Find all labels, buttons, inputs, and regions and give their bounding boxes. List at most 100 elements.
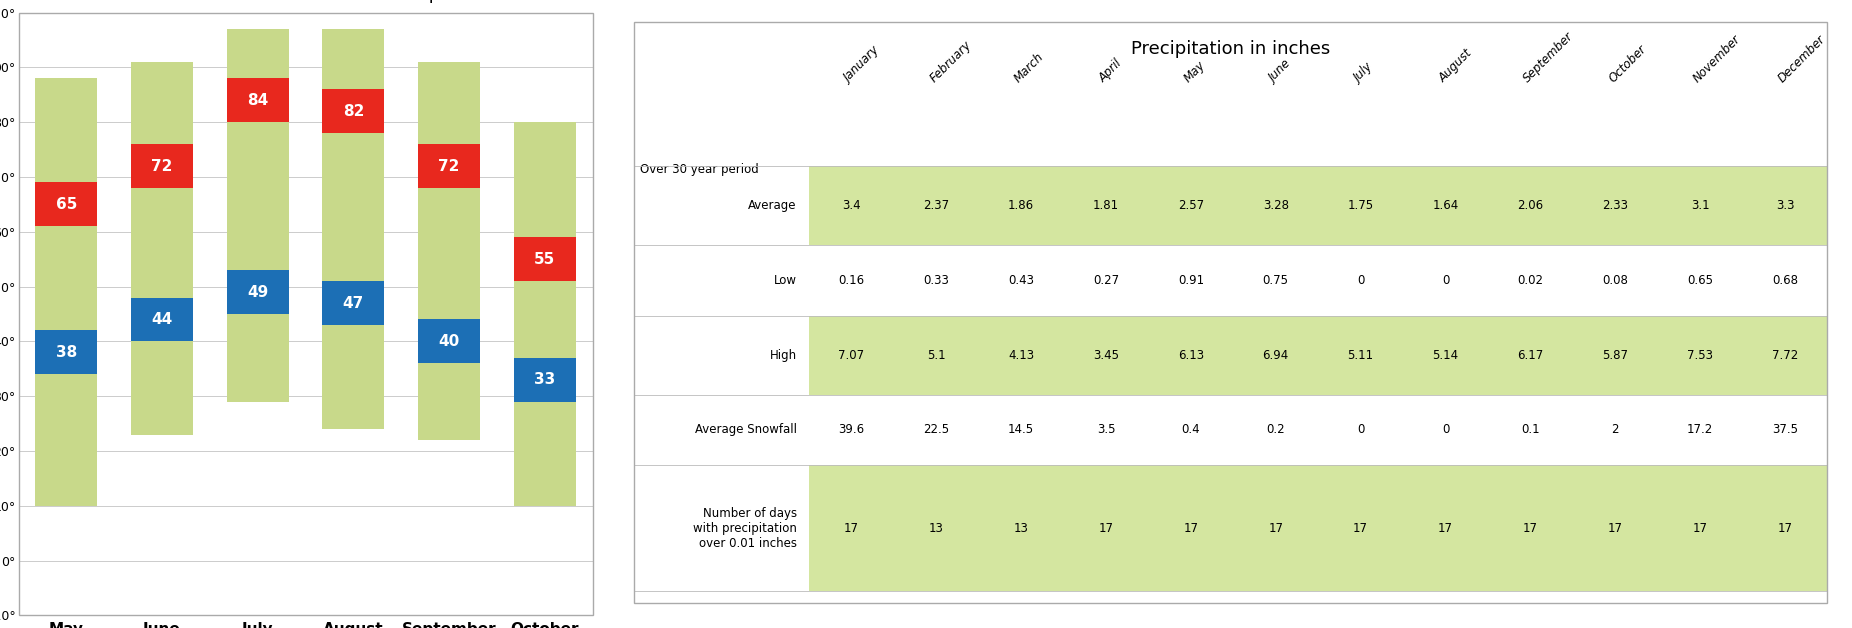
Text: June: June <box>1267 58 1295 85</box>
Text: Average Snowfall: Average Snowfall <box>694 423 796 436</box>
Text: 2.37: 2.37 <box>922 199 950 212</box>
Text: 0.75: 0.75 <box>1263 274 1289 287</box>
Text: 17: 17 <box>1269 522 1283 535</box>
Text: 3.45: 3.45 <box>1093 349 1119 362</box>
Text: Average: Average <box>748 199 796 212</box>
Text: 3.3: 3.3 <box>1776 199 1795 212</box>
Text: 55: 55 <box>533 252 556 267</box>
Text: 72: 72 <box>152 158 172 173</box>
Bar <box>809 465 1828 592</box>
Bar <box>809 166 1828 245</box>
Text: 17: 17 <box>1354 522 1369 535</box>
Text: 7.07: 7.07 <box>839 349 865 362</box>
Bar <box>35 330 98 374</box>
Text: November: November <box>1691 32 1743 85</box>
Text: 0.43: 0.43 <box>1007 274 1033 287</box>
Text: 0.91: 0.91 <box>1178 274 1204 287</box>
Text: December: December <box>1776 33 1828 85</box>
Text: High: High <box>770 349 796 362</box>
Text: 17: 17 <box>1437 522 1454 535</box>
Text: 37.5: 37.5 <box>1772 423 1798 436</box>
Text: Number of days
with precipitation
over 0.01 inches: Number of days with precipitation over 0… <box>693 507 796 550</box>
Text: Precipitation in inches: Precipitation in inches <box>1132 40 1330 58</box>
Text: 4.13: 4.13 <box>1007 349 1033 362</box>
Text: 49: 49 <box>246 284 269 300</box>
Text: 3.5: 3.5 <box>1096 423 1115 436</box>
Bar <box>322 29 385 429</box>
Text: 0.65: 0.65 <box>1687 274 1713 287</box>
Text: Temperatures in °F: Temperatures in °F <box>393 0 563 3</box>
Bar <box>35 183 98 226</box>
Bar <box>809 316 1828 394</box>
Text: 5.87: 5.87 <box>1602 349 1628 362</box>
Text: 3.1: 3.1 <box>1691 199 1709 212</box>
Text: 84: 84 <box>246 93 269 108</box>
Text: 17: 17 <box>1778 522 1793 535</box>
Text: August: August <box>1437 46 1474 85</box>
Text: 13: 13 <box>1013 522 1028 535</box>
Text: 17.2: 17.2 <box>1687 423 1713 436</box>
Text: 17: 17 <box>1693 522 1708 535</box>
Text: July: July <box>1352 61 1376 85</box>
Text: 22.5: 22.5 <box>922 423 950 436</box>
Text: 82: 82 <box>343 104 365 119</box>
Text: 0.02: 0.02 <box>1517 274 1543 287</box>
Text: 3.28: 3.28 <box>1263 199 1289 212</box>
Bar <box>419 320 480 364</box>
Text: October: October <box>1606 42 1648 85</box>
Text: 38: 38 <box>56 345 78 360</box>
Text: 47: 47 <box>343 296 365 310</box>
Text: 0: 0 <box>1358 274 1365 287</box>
Text: 7.72: 7.72 <box>1772 349 1798 362</box>
Text: 65: 65 <box>56 197 78 212</box>
Text: February: February <box>928 38 974 85</box>
Text: 0.08: 0.08 <box>1602 274 1628 287</box>
Text: 6.13: 6.13 <box>1178 349 1204 362</box>
Text: 0.4: 0.4 <box>1182 423 1200 436</box>
Text: 1.64: 1.64 <box>1432 199 1459 212</box>
Text: 0.1: 0.1 <box>1520 423 1539 436</box>
Text: 0.16: 0.16 <box>839 274 865 287</box>
Text: 6.17: 6.17 <box>1517 349 1543 362</box>
Text: 0.33: 0.33 <box>924 274 950 287</box>
Bar <box>226 29 289 402</box>
Text: May: May <box>1182 58 1208 85</box>
Text: 17: 17 <box>1098 522 1113 535</box>
Bar <box>35 78 98 506</box>
Text: Low: Low <box>774 274 796 287</box>
Bar <box>513 358 576 402</box>
Text: 3.4: 3.4 <box>843 199 861 212</box>
Bar <box>419 144 480 188</box>
Text: 1.75: 1.75 <box>1348 199 1374 212</box>
Text: 2.33: 2.33 <box>1602 199 1628 212</box>
Bar <box>226 270 289 314</box>
Text: 5.11: 5.11 <box>1348 349 1374 362</box>
Text: 14.5: 14.5 <box>1007 423 1033 436</box>
Bar <box>131 144 193 188</box>
Bar <box>419 62 480 440</box>
Text: 44: 44 <box>152 312 172 327</box>
Text: 7.53: 7.53 <box>1687 349 1713 362</box>
Text: 2: 2 <box>1611 423 1619 436</box>
Text: 5.1: 5.1 <box>926 349 946 362</box>
Bar <box>322 89 385 133</box>
Text: 17: 17 <box>845 522 859 535</box>
Text: 0: 0 <box>1358 423 1365 436</box>
Text: March: March <box>1011 50 1046 85</box>
Text: 0: 0 <box>1443 274 1448 287</box>
Text: 2.06: 2.06 <box>1517 199 1543 212</box>
Text: 39.6: 39.6 <box>839 423 865 436</box>
Bar <box>131 298 193 342</box>
Text: 17: 17 <box>1608 522 1622 535</box>
Text: 0.68: 0.68 <box>1772 274 1798 287</box>
Text: Over 30 year period: Over 30 year period <box>641 163 759 176</box>
Text: 17: 17 <box>1522 522 1537 535</box>
Text: 72: 72 <box>439 158 459 173</box>
Text: 40: 40 <box>439 334 459 349</box>
Text: 1.81: 1.81 <box>1093 199 1119 212</box>
Bar <box>513 237 576 281</box>
Text: 5.14: 5.14 <box>1432 349 1459 362</box>
Text: 0.27: 0.27 <box>1093 274 1119 287</box>
Text: 6.94: 6.94 <box>1263 349 1289 362</box>
Text: January: January <box>843 44 883 85</box>
